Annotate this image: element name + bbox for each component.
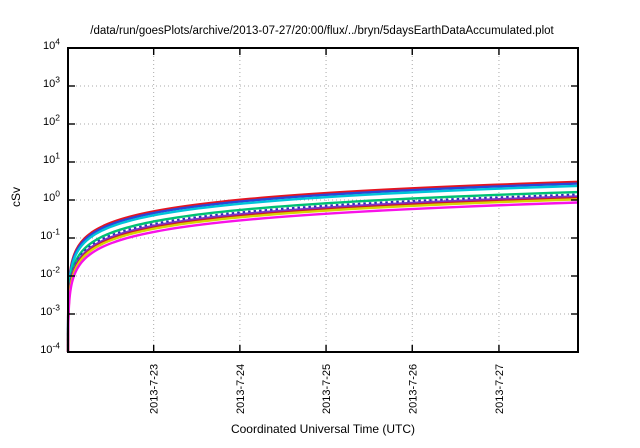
y-tick-label: 103 bbox=[43, 74, 60, 90]
plot-title: /data/run/goesPlots/archive/2013-07-27/2… bbox=[90, 25, 554, 37]
y-tick-label: 10-2 bbox=[40, 264, 60, 280]
y-tick-label: 101 bbox=[43, 150, 60, 166]
y-tick-label: 10-3 bbox=[40, 302, 60, 318]
y-tick-label: 10-4 bbox=[40, 340, 60, 356]
y-tick-label: 102 bbox=[43, 112, 60, 128]
y-tick-label: 104 bbox=[43, 36, 60, 52]
x-tick-label: 2013-7-25 bbox=[321, 364, 333, 414]
x-axis-label: Coordinated Universal Time (UTC) bbox=[230, 422, 416, 436]
x-tick-label: 2013-7-24 bbox=[235, 364, 247, 414]
y-tick-label: 10-1 bbox=[40, 226, 60, 242]
x-tick-label: 2013-7-27 bbox=[494, 364, 506, 414]
x-tick-label: 2013-7-23 bbox=[149, 364, 161, 414]
series-line-7 bbox=[66, 196, 579, 353]
series-line-6 bbox=[66, 195, 579, 353]
y-tick-label: 100 bbox=[43, 188, 60, 204]
x-tick-label: 2013-7-26 bbox=[407, 364, 419, 414]
